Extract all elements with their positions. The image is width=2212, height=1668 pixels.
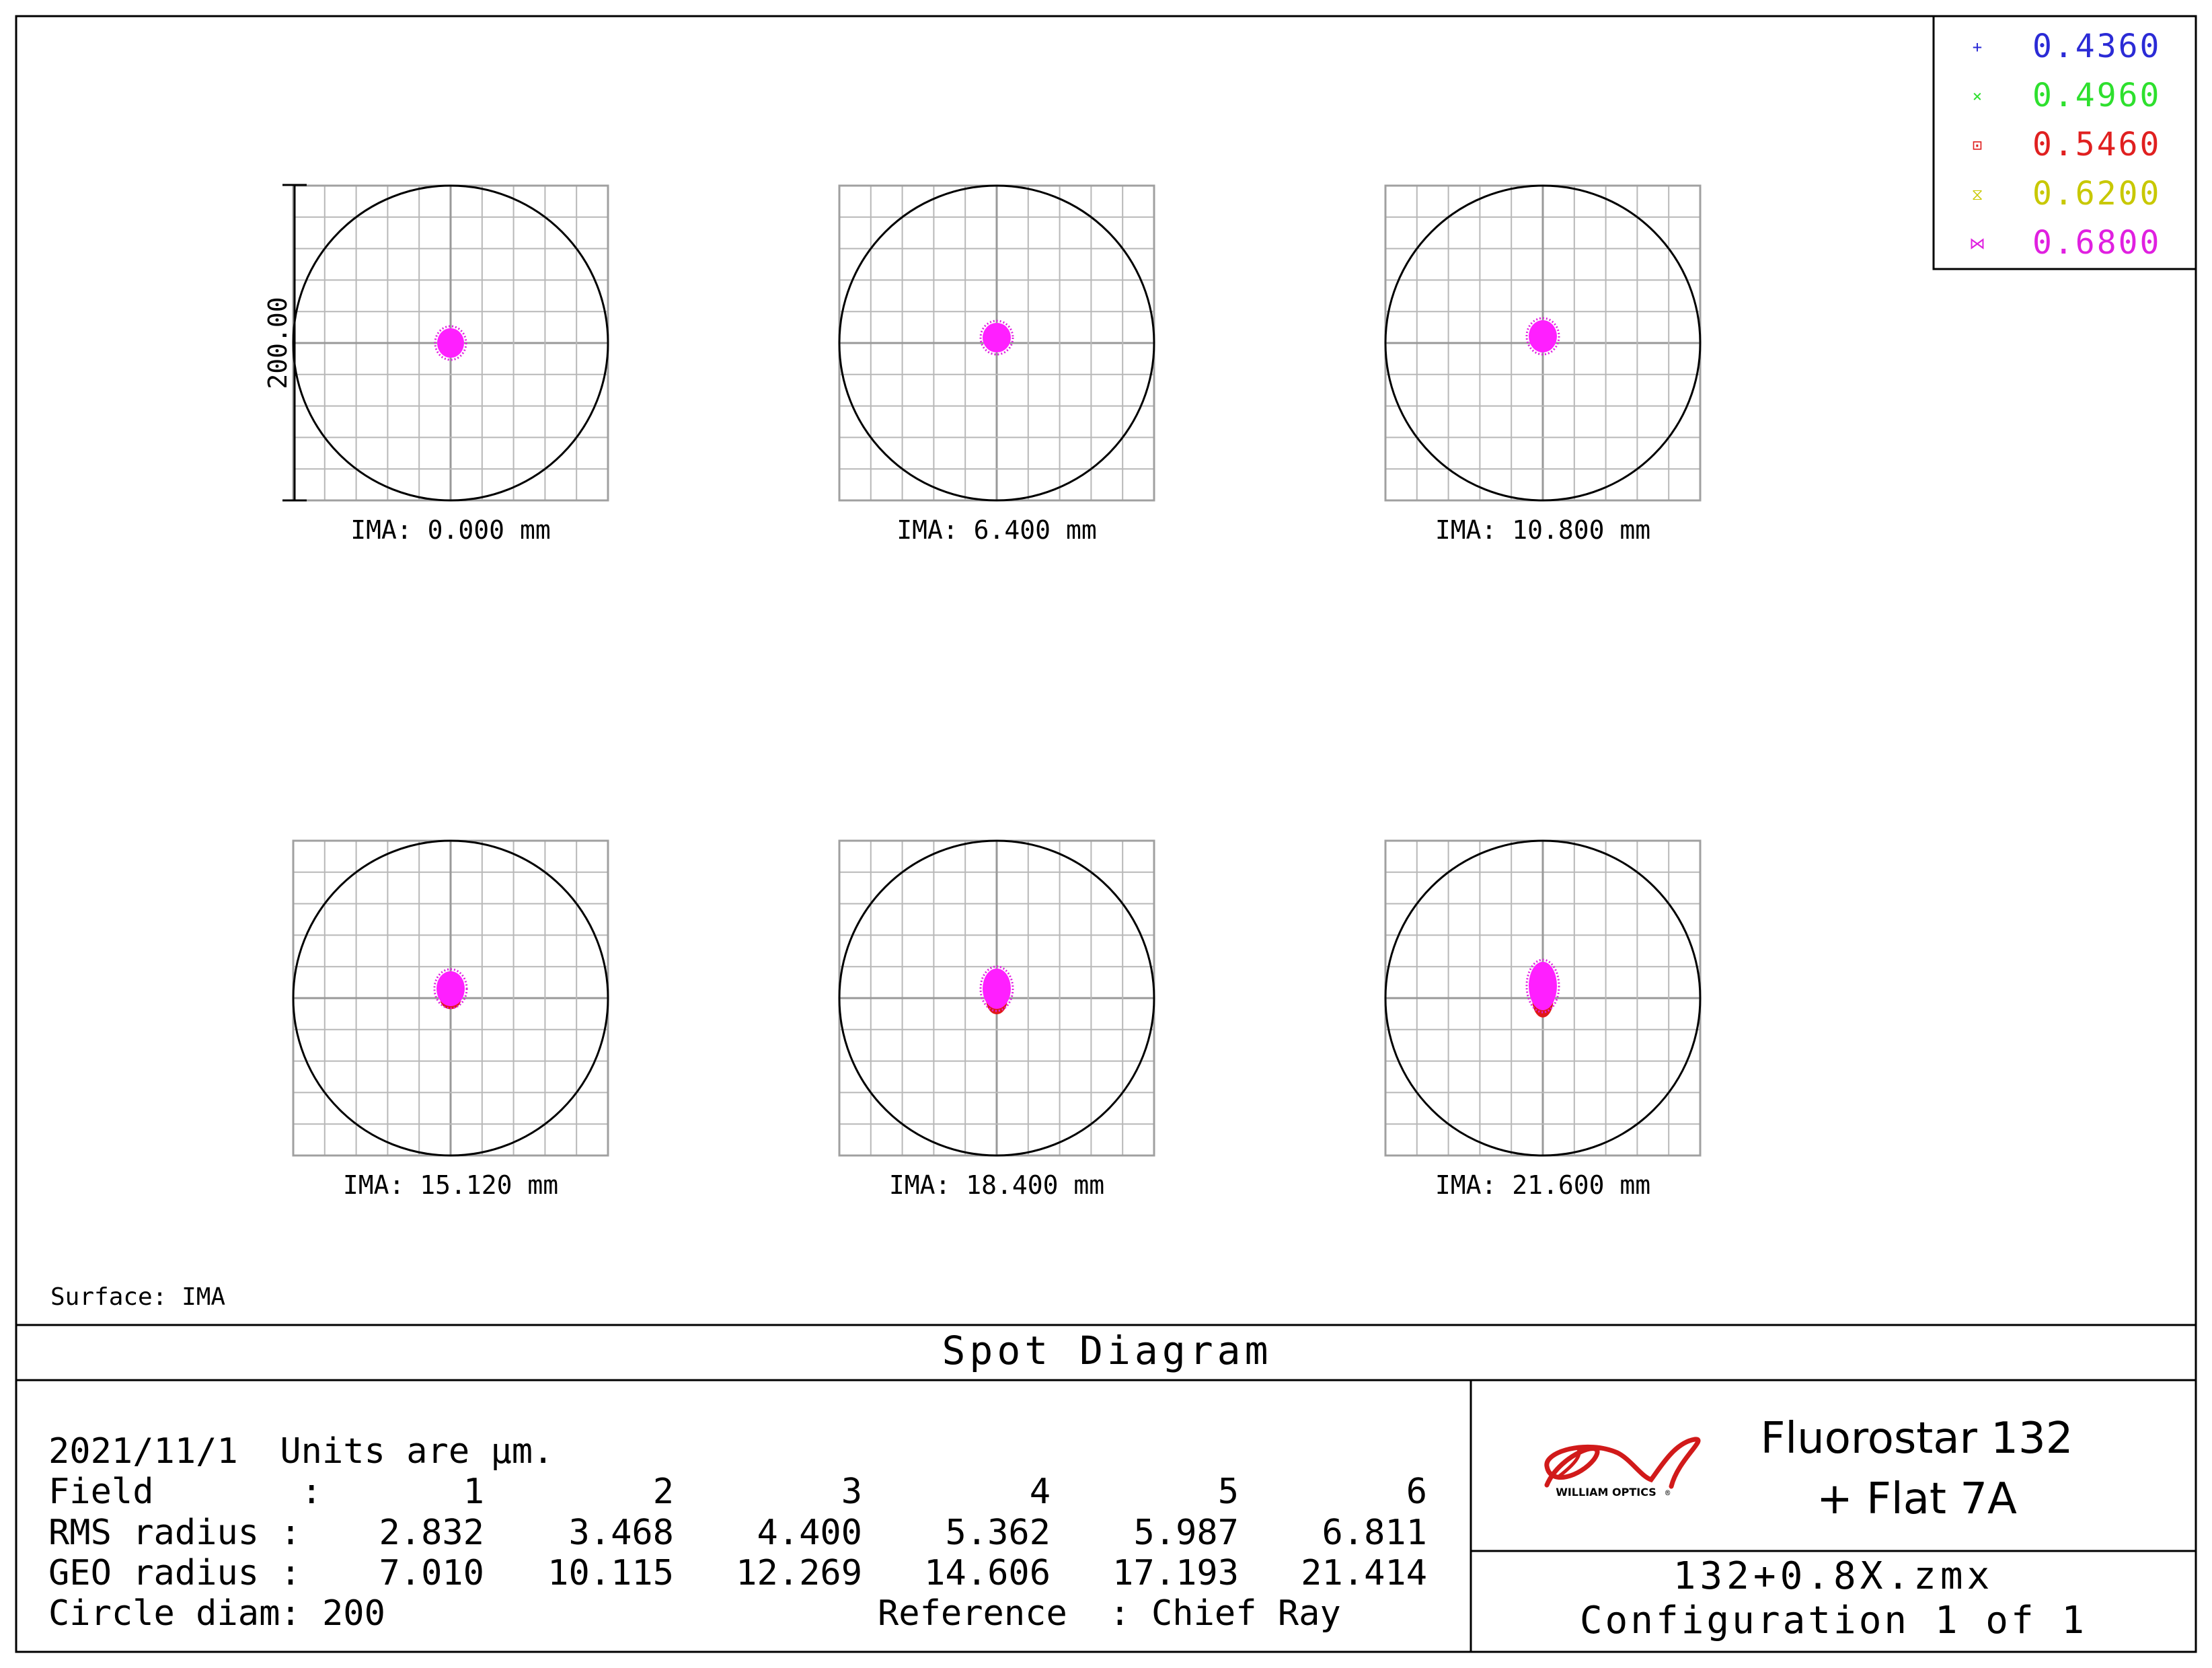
rms-value: 3.468 xyxy=(568,1513,674,1553)
legend-wavelength: 0.4360 xyxy=(2032,28,2161,65)
spot-panels: IMA: 0.000 mm IMA: 6.400 mm IMA: 10.800 mm… xyxy=(292,184,1702,1200)
scale-label: 200.00 xyxy=(263,297,293,389)
field-value: 4 xyxy=(1030,1472,1051,1512)
field-label: IMA: 21.600 mm xyxy=(1435,1170,1650,1200)
legend-marker: + xyxy=(1973,38,1982,56)
surface-label: Surface: IMA xyxy=(50,1283,225,1311)
spot-magenta xyxy=(1529,962,1557,1010)
spot-magenta xyxy=(983,969,1011,1009)
geo-value: 7.010 xyxy=(379,1553,484,1593)
airy-circle xyxy=(292,839,609,1157)
geo-value: 12.269 xyxy=(736,1553,862,1593)
field-value: 3 xyxy=(841,1472,862,1512)
legend-frame xyxy=(1932,15,2197,270)
outer-frame xyxy=(15,15,2197,1653)
legend-wavelength: 0.6800 xyxy=(2032,224,2161,262)
spot-panel: IMA: 10.800 mm xyxy=(1384,184,1702,545)
spot-magenta xyxy=(437,328,464,358)
product-name-line1: Fluorostar 132 xyxy=(1761,1414,2073,1464)
spot-fringe xyxy=(1525,958,1560,1014)
field-label: IMA: 10.800 mm xyxy=(1435,515,1650,545)
spot-panel: IMA: 0.000 mm xyxy=(292,184,609,545)
legend-wavelength: 0.6200 xyxy=(2032,175,2161,213)
geo-value: 14.606 xyxy=(924,1553,1051,1593)
product-name-line2: + Flat 7A xyxy=(1817,1474,2017,1524)
spot-fringe xyxy=(434,325,467,361)
scale-bar: 200.00 xyxy=(263,184,307,502)
field-value: 6 xyxy=(1406,1472,1427,1512)
geo-row-label: GEO radius : xyxy=(48,1553,301,1593)
geo-value: 21.414 xyxy=(1301,1553,1427,1593)
field-row-label: Field : xyxy=(48,1472,322,1512)
rms-value: 4.400 xyxy=(757,1513,862,1553)
william-optics-logo: WILLIAM OPTICS ® xyxy=(1544,1437,1701,1499)
configuration-label: Configuration 1 of 1 xyxy=(1580,1599,2087,1642)
spot-fringe xyxy=(979,319,1014,356)
spot-panel: IMA: 15.120 mm xyxy=(292,839,609,1200)
geo-value: 17.193 xyxy=(1112,1553,1239,1593)
info-block: 2021/11/1 Units are µm. Field : RMS radi… xyxy=(48,1431,1427,1634)
date-units-line: 2021/11/1 Units are µm. xyxy=(48,1431,554,1472)
spot-fringe xyxy=(433,968,468,1010)
airy-circle xyxy=(1384,839,1702,1157)
field-value: 2 xyxy=(653,1472,674,1512)
airy-circle xyxy=(838,184,1155,502)
legend-marker: ⋈ xyxy=(1969,234,1985,253)
rms-row-label: RMS radius : xyxy=(48,1513,301,1553)
rms-value: 5.987 xyxy=(1133,1513,1239,1553)
rms-value: 2.832 xyxy=(379,1513,484,1553)
spot-magenta xyxy=(1529,320,1557,352)
airy-circle xyxy=(292,184,609,502)
spot-panel: IMA: 18.400 mm xyxy=(838,839,1155,1200)
field-label: IMA: 18.400 mm xyxy=(889,1170,1104,1200)
wavelength-legend: +0.4360 × 0.4960 ⊡ 0.5460 ⧖ 0.6200 ⋈ 0.6800 xyxy=(1932,15,2197,270)
airy-circle xyxy=(838,839,1155,1157)
legend-wavelength: 0.5460 xyxy=(2032,126,2161,163)
rms-value: 6.811 xyxy=(1322,1513,1427,1553)
diagram-title: Spot Diagram xyxy=(942,1328,1272,1373)
airy-circle xyxy=(1384,184,1702,502)
field-label: IMA: 15.120 mm xyxy=(343,1170,558,1200)
field-label: IMA: 0.000 mm xyxy=(350,515,550,545)
reference-line: Reference : Chief Ray xyxy=(878,1593,1341,1634)
spot-magenta xyxy=(436,971,465,1006)
spot-panel: IMA: 21.600 mm xyxy=(1384,839,1702,1200)
legend-marker: ⧖ xyxy=(1972,185,1983,204)
file-name: 132+0.8X.zmx xyxy=(1673,1554,1994,1598)
spot-magenta xyxy=(983,323,1011,352)
geo-value: 10.115 xyxy=(547,1553,674,1593)
field-value: 5 xyxy=(1218,1472,1239,1512)
circle-diameter: Circle diam: 200 xyxy=(48,1593,385,1634)
logo-wordmark: WILLIAM OPTICS xyxy=(1556,1486,1656,1499)
spot-fringe xyxy=(979,965,1014,1012)
legend-marker: ⊡ xyxy=(1973,136,1982,155)
spot-fringe xyxy=(1525,317,1560,356)
legend-marker: × xyxy=(1973,87,1982,106)
field-label: IMA: 6.400 mm xyxy=(897,515,1096,545)
logo-registered: ® xyxy=(1665,1488,1671,1498)
field-value: 1 xyxy=(463,1472,484,1512)
rms-value: 5.362 xyxy=(945,1513,1051,1553)
spot-panel: IMA: 6.400 mm xyxy=(838,184,1155,545)
legend-wavelength: 0.4960 xyxy=(2032,77,2161,114)
